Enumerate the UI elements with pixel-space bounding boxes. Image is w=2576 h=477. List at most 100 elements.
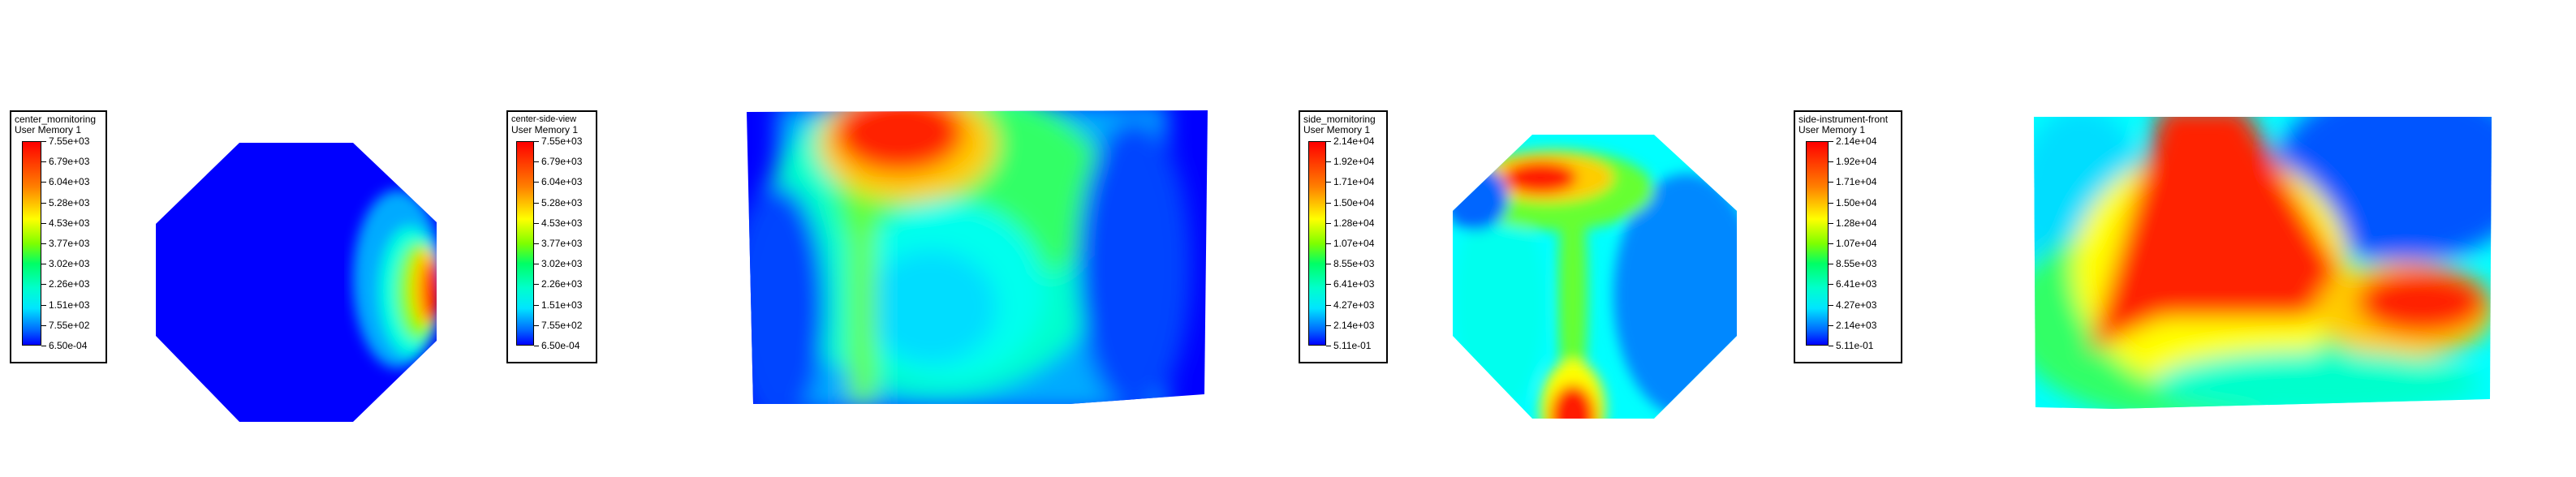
scale-tick <box>1829 182 1833 183</box>
scale-tick-label: 7.55e+03 <box>541 135 583 147</box>
scale-tick <box>1326 304 1331 306</box>
scale-tick <box>1326 284 1331 286</box>
scale-tick-label: 4.27e+03 <box>1836 299 1877 311</box>
scale-tick-label: 1.07e+04 <box>1333 238 1375 249</box>
scale-tick <box>41 284 46 286</box>
scale-tick <box>41 182 46 183</box>
scale-tick-label: 2.26e+03 <box>49 278 90 290</box>
scale-tick-label: 3.02e+03 <box>541 258 583 270</box>
legend-center-mornitoring: center_mornitoring User Memory 1 7.55e+0… <box>10 110 107 363</box>
scale-tick-label: 5.11e-01 <box>1333 340 1372 351</box>
scale-tick <box>41 304 46 306</box>
scale-tick <box>534 182 539 183</box>
scale-tick <box>1326 202 1331 204</box>
contour-plot-center-side <box>747 110 1208 404</box>
scale-tick-label: 2.14e+04 <box>1836 135 1877 147</box>
scale-tick-label: 7.55e+02 <box>49 319 90 331</box>
scale-tick-label: 5.28e+03 <box>541 196 583 208</box>
scale-tick <box>1326 324 1331 326</box>
scale-tick-label: 4.53e+03 <box>541 217 583 229</box>
scale-tick <box>1829 304 1833 306</box>
legend-subtitle: User Memory 1 <box>1798 124 1866 135</box>
legend-center-side-view: center-side-view User Memory 1 7.55e+03 6… <box>506 110 597 363</box>
scale-tick <box>1829 161 1833 163</box>
color-scale-bar <box>516 141 534 346</box>
scale-tick <box>534 161 539 163</box>
legend-title: center-side-view <box>511 114 577 124</box>
scale-tick-label: 2.14e+03 <box>1333 319 1375 331</box>
scale-tick-label: 6.50e-04 <box>541 340 580 351</box>
legend-subtitle: User Memory 1 <box>511 124 579 135</box>
scale-tick-label: 3.77e+03 <box>541 238 583 249</box>
color-scale-bar <box>1308 141 1326 346</box>
scale-tick <box>1829 202 1833 204</box>
scale-tick-label: 5.11e-01 <box>1836 340 1874 351</box>
scale-tick-label: 6.41e+03 <box>1836 278 1877 290</box>
scale-tick <box>41 202 46 204</box>
scale-tick-label: 7.55e+02 <box>541 319 583 331</box>
scale-tick-label: 6.04e+03 <box>541 176 583 188</box>
scale-tick <box>1326 182 1331 183</box>
scale-tick-label: 1.71e+04 <box>1333 176 1375 188</box>
scale-tick-label: 6.41e+03 <box>1333 278 1375 290</box>
legend-subtitle: User Memory 1 <box>15 124 82 135</box>
scale-tick-label: 1.50e+04 <box>1333 196 1375 208</box>
scale-tick <box>534 141 539 142</box>
scale-tick-label: 6.79e+03 <box>541 156 583 168</box>
scale-tick-label: 1.28e+04 <box>1836 217 1877 229</box>
scale-tick <box>41 161 46 163</box>
scale-tick <box>1829 243 1833 244</box>
scale-tick <box>534 222 539 224</box>
scale-tick-label: 6.50e-04 <box>49 340 88 351</box>
scale-tick-label: 8.55e+03 <box>1333 258 1375 270</box>
legend-subtitle: User Memory 1 <box>1303 124 1371 135</box>
scale-tick <box>534 324 539 326</box>
scale-tick <box>41 243 46 244</box>
scale-tick-label: 4.27e+03 <box>1333 299 1375 311</box>
scale-tick <box>1829 141 1833 142</box>
scale-tick <box>41 141 46 142</box>
scale-tick-label: 2.26e+03 <box>541 278 583 290</box>
scale-tick <box>1829 324 1833 326</box>
scale-tick <box>1326 141 1331 142</box>
scale-tick-label: 6.04e+03 <box>49 176 90 188</box>
scale-tick <box>41 222 46 224</box>
scale-tick-label: 2.14e+03 <box>1836 319 1877 331</box>
legend-side-mornitoring: side_mornitoring User Memory 1 2.14e+04 1… <box>1299 110 1388 363</box>
scale-tick-label: 3.77e+03 <box>49 238 90 249</box>
scale-tick-label: 4.53e+03 <box>49 217 90 229</box>
scale-tick-label: 1.07e+04 <box>1836 238 1877 249</box>
contour-plot-side-front <box>2034 117 2492 409</box>
scale-tick <box>1326 243 1331 244</box>
scale-tick-label: 8.55e+03 <box>1836 258 1877 270</box>
legend-title: side-instrument-front <box>1798 114 1889 125</box>
scale-tick <box>1326 161 1331 163</box>
scale-tick-label: 3.02e+03 <box>49 258 90 270</box>
scale-tick <box>534 202 539 204</box>
scale-tick-label: 1.50e+04 <box>1836 196 1877 208</box>
scale-tick <box>41 324 46 326</box>
scale-tick <box>1326 222 1331 224</box>
legend-side-instrument-front: side-instrument-front User Memory 1 2.14… <box>1794 110 1902 363</box>
scale-tick-label: 2.14e+04 <box>1333 135 1375 147</box>
contour-plot-center-octagon <box>156 143 437 422</box>
scale-tick <box>1829 284 1833 286</box>
scale-tick-label: 1.28e+04 <box>1333 217 1375 229</box>
color-scale-bar <box>1806 141 1829 346</box>
scale-tick <box>534 304 539 306</box>
scale-tick-label: 1.51e+03 <box>49 299 90 311</box>
legend-title: center_mornitoring <box>15 114 97 125</box>
scale-tick-label: 5.28e+03 <box>49 196 90 208</box>
scale-tick-label: 1.71e+04 <box>1836 176 1877 188</box>
scale-tick-label: 1.51e+03 <box>541 299 583 311</box>
scale-tick-label: 6.79e+03 <box>49 156 90 168</box>
scale-tick <box>534 243 539 244</box>
color-scale-bar <box>22 141 41 346</box>
scale-tick-label: 1.92e+04 <box>1836 156 1877 168</box>
scale-tick <box>534 284 539 286</box>
legend-title: side_mornitoring <box>1303 114 1376 125</box>
scale-tick <box>1829 222 1833 224</box>
scale-tick-label: 1.92e+04 <box>1333 156 1375 168</box>
contour-plot-side-octagon <box>1453 135 1737 419</box>
scale-tick-label: 7.55e+03 <box>49 135 90 147</box>
